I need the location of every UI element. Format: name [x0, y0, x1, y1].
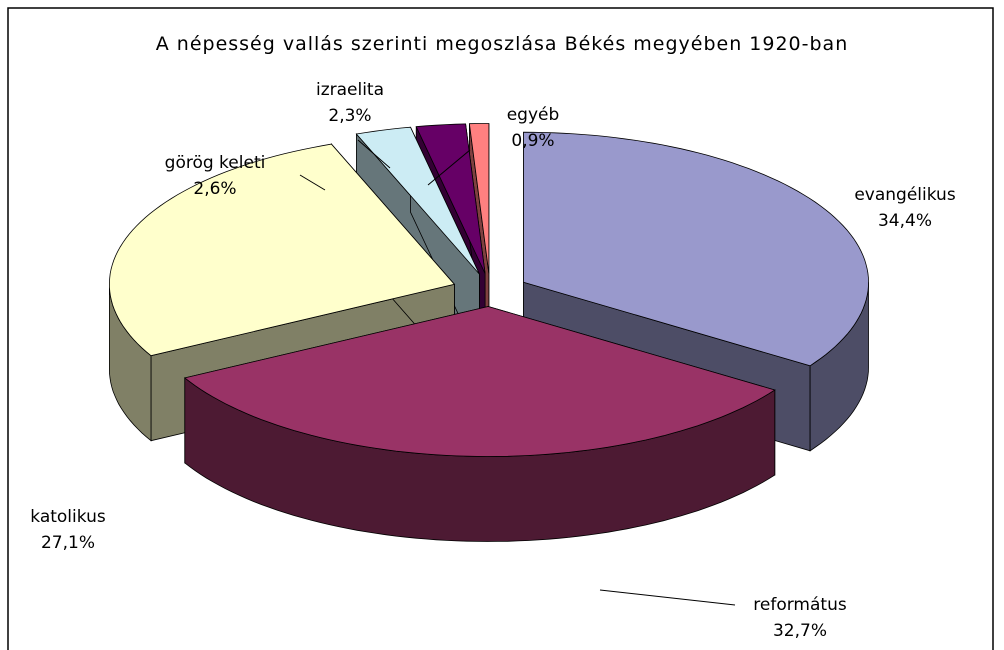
leader-line	[299, 174, 326, 191]
slice-top	[468, 123, 490, 274]
pie-slice	[183, 305, 776, 542]
slice-label: egyéb	[507, 105, 560, 125]
slice-label: evangélikus	[854, 185, 956, 205]
slice-top	[523, 131, 869, 367]
slice-top	[183, 306, 776, 457]
leader-line	[599, 589, 736, 606]
slice-top	[355, 126, 480, 275]
slice-label: görög keleti	[165, 153, 266, 173]
slice-label: izraelita	[316, 80, 384, 100]
slice-value-label: 0,9%	[511, 131, 554, 151]
slice-value-label: 32,7%	[773, 621, 827, 641]
leader-line	[427, 149, 471, 186]
chart-title: A népesség vallás szerinti megoszlása Bé…	[156, 33, 849, 55]
leader-line	[357, 139, 391, 169]
slice-value-label: 27,1%	[41, 533, 95, 553]
slice-value-label: 2,3%	[328, 106, 371, 126]
slice-top	[415, 123, 486, 274]
slice-value-label: 34,4%	[878, 211, 932, 231]
slice-label: református	[753, 595, 847, 615]
slice-label: katolikus	[30, 507, 106, 527]
slice-value-label: 2,6%	[193, 179, 236, 199]
slice-top	[109, 143, 456, 357]
